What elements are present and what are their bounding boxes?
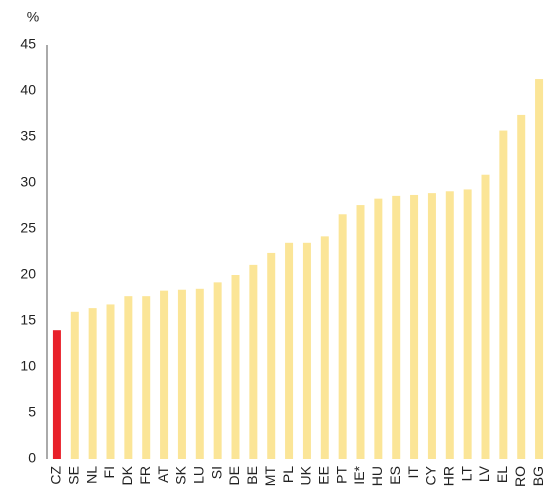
x-tick-label: LT — [458, 466, 474, 482]
y-tick-label: 0 — [28, 450, 36, 466]
bar — [52, 330, 61, 459]
bar — [124, 296, 133, 459]
x-tick-label: HR — [440, 466, 456, 486]
y-tick-label: 5 — [28, 404, 36, 420]
x-tick-label: PT — [333, 466, 349, 484]
bar — [160, 290, 169, 459]
x-tick-label: BG — [530, 466, 546, 486]
x-tick-label: CZ — [48, 466, 64, 485]
x-tick-label: PL — [280, 466, 296, 483]
bar — [302, 242, 311, 459]
bar — [374, 198, 383, 459]
bar — [517, 114, 526, 460]
x-tick-label: EL — [494, 466, 510, 483]
x-tick-label: FR — [137, 466, 153, 485]
x-tick-label: EE — [315, 466, 331, 485]
y-tick-label: 15 — [20, 312, 36, 328]
x-tick-label: DE — [226, 466, 242, 485]
x-tick-label: IT — [405, 466, 421, 479]
x-tick-label: LV — [476, 465, 492, 482]
bar — [195, 288, 204, 459]
y-tick-label: 25 — [20, 220, 36, 236]
x-tick-label: NL — [83, 466, 99, 484]
bar — [231, 275, 240, 459]
x-tick-label: FI — [101, 466, 117, 478]
bar — [285, 242, 294, 459]
x-tick-label: IE* — [351, 465, 367, 484]
x-tick-label: HU — [369, 466, 385, 486]
y-tick-label: 35 — [20, 128, 36, 144]
bar — [142, 296, 151, 459]
y-axis-label: % — [27, 9, 39, 25]
bar — [499, 130, 508, 459]
bar — [392, 195, 401, 459]
bar — [267, 252, 276, 459]
bar — [427, 193, 436, 459]
x-tick-label: RO — [512, 466, 528, 487]
bar — [177, 289, 186, 459]
bar — [356, 205, 365, 459]
bar — [106, 304, 115, 459]
bar — [88, 308, 97, 459]
bar — [213, 282, 222, 459]
x-tick-label: BE — [244, 466, 260, 485]
x-tick-label: DK — [119, 465, 135, 485]
x-tick-label: UK — [298, 465, 314, 485]
x-tick-label: SI — [208, 466, 224, 479]
bar — [410, 194, 419, 459]
y-tick-label: 10 — [20, 358, 36, 374]
bar — [249, 264, 258, 459]
x-tick-label: SK — [173, 465, 189, 484]
x-tick-label: MT — [262, 466, 278, 487]
bar — [445, 191, 454, 459]
x-tick-label: CY — [423, 465, 439, 485]
bar — [70, 311, 79, 459]
x-tick-label: LU — [190, 466, 206, 484]
y-tick-label: 20 — [20, 266, 36, 282]
bar — [481, 174, 490, 459]
bar — [338, 214, 347, 459]
x-tick-label: AT — [155, 466, 171, 483]
y-tick-label: 30 — [20, 174, 36, 190]
x-tick-label: SE — [65, 466, 81, 485]
bar — [463, 189, 472, 459]
bar — [535, 79, 544, 459]
x-tick-label: ES — [387, 466, 403, 485]
y-tick-label: 45 — [20, 36, 36, 52]
bar — [320, 236, 329, 459]
y-tick-label: 40 — [20, 82, 36, 98]
